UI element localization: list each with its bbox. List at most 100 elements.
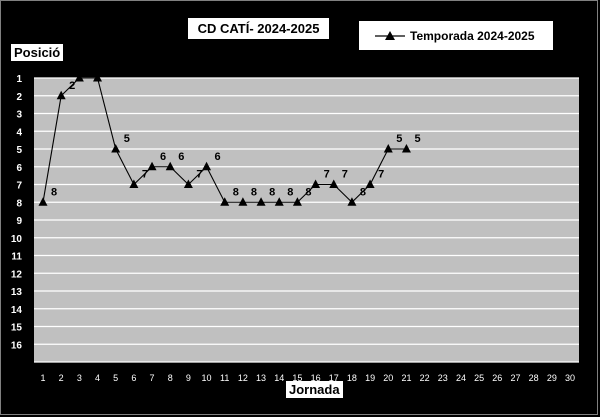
y-tick-label: 8	[16, 198, 22, 209]
data-label: 8	[305, 186, 311, 198]
y-tick-label: 16	[11, 340, 23, 351]
x-tick-label: 1	[40, 373, 45, 383]
data-point-marker	[74, 73, 84, 82]
x-tick-label: 24	[456, 373, 466, 383]
data-label: 8	[269, 186, 275, 198]
data-label: 6	[178, 151, 184, 163]
x-tick-label: 5	[113, 373, 118, 383]
y-tick-label: 6	[16, 163, 22, 174]
data-point-marker	[220, 197, 230, 206]
data-point-marker	[56, 90, 66, 100]
x-tick-label: 27	[510, 373, 520, 383]
data-point-marker	[147, 161, 157, 171]
data-point-marker	[292, 197, 302, 206]
legend-line-triangle-icon	[375, 30, 405, 40]
x-tick-label: 13	[256, 373, 266, 383]
data-point-marker	[383, 144, 393, 153]
data-point-marker	[165, 161, 175, 171]
chart-title: CD CATÍ- 2024-2025	[187, 17, 330, 40]
x-tick-label: 8	[168, 373, 173, 383]
data-label: 8	[51, 186, 57, 198]
x-tick-label: 26	[492, 373, 502, 383]
data-point-marker	[274, 197, 284, 206]
data-label: 8	[233, 186, 239, 198]
x-tick-label: 15	[292, 373, 302, 383]
data-label: 8	[360, 186, 366, 198]
x-tick-label: 6	[131, 373, 136, 383]
x-axis-label: Jornada	[286, 381, 343, 398]
x-tick-label: 9	[186, 373, 191, 383]
y-tick-label: 7	[16, 181, 22, 192]
legend-series-label: Temporada 2024-2025	[410, 28, 535, 43]
y-tick-label: 9	[16, 216, 22, 227]
data-label: 5	[124, 133, 130, 145]
data-point-marker	[93, 73, 103, 82]
data-point-marker	[111, 144, 121, 153]
y-tick-label: 11	[11, 252, 22, 263]
data-point-marker	[183, 179, 193, 188]
y-tick-label: 4	[16, 127, 22, 138]
data-label: 7	[196, 169, 202, 181]
data-label: 1	[106, 62, 112, 74]
data-label: 8	[287, 186, 293, 198]
legend: Temporada 2024-2025	[358, 20, 554, 51]
y-tick-label: 1	[16, 74, 22, 85]
x-tick-label: 16	[311, 373, 321, 383]
data-point-marker	[329, 179, 339, 188]
y-tick-label: 15	[11, 323, 23, 334]
data-point-marker	[365, 179, 375, 188]
data-label: 7	[324, 169, 330, 181]
data-point-marker	[129, 179, 139, 188]
x-tick-label: 18	[347, 373, 357, 383]
x-tick-label: 11	[220, 373, 229, 383]
x-tick-label: 12	[238, 373, 248, 383]
x-tick-label: 3	[77, 373, 82, 383]
x-tick-label: 28	[529, 373, 539, 383]
data-label: 2	[69, 80, 75, 92]
data-point-marker	[202, 161, 212, 171]
x-tick-label: 14	[274, 373, 284, 383]
data-label: 7	[378, 169, 384, 181]
x-tick-label: 29	[547, 373, 557, 383]
y-axis-label: Posició	[11, 44, 64, 61]
x-tick-label: 7	[150, 373, 155, 383]
data-label: 5	[414, 133, 420, 145]
y-tick-label: 2	[16, 92, 22, 103]
x-tick-label: 23	[438, 373, 448, 383]
y-tick-label: 3	[16, 110, 22, 121]
x-tick-label: 4	[95, 373, 100, 383]
x-tick-label: 20	[383, 373, 393, 383]
x-tick-label: 25	[474, 373, 484, 383]
data-point-marker	[347, 197, 357, 206]
x-tick-label: 30	[565, 373, 575, 383]
y-tick-label: 5	[16, 145, 22, 156]
x-tick-label: 2	[59, 373, 64, 383]
x-tick-label: 17	[329, 373, 339, 383]
gridlines	[34, 77, 579, 363]
x-tick-labels: 1 2 3 4 5 6 7 8 9 10 11 12 13 14 15 16 17 18 19 20 21 22 23 24 2…	[40, 373, 575, 383]
x-tick-label: 21	[401, 373, 411, 383]
data-point-marker	[38, 197, 48, 206]
data-label: 1	[87, 62, 93, 74]
data-label: 6	[215, 151, 221, 163]
y-tick-label: 13	[11, 287, 23, 298]
x-tick-label: 22	[420, 373, 430, 383]
x-tick-label: 10	[202, 373, 212, 383]
y-tick-label: 12	[11, 269, 23, 280]
data-point-marker	[256, 197, 266, 206]
y-tick-label: 10	[11, 234, 23, 245]
data-point-marker	[238, 197, 248, 206]
data-label: 7	[142, 169, 148, 181]
data-label: 6	[160, 151, 166, 163]
data-label: 8	[251, 186, 257, 198]
data-label: 5	[396, 133, 402, 145]
x-tick-label: 19	[365, 373, 375, 383]
data-point-marker	[311, 179, 321, 188]
y-tick-label: 14	[11, 305, 23, 316]
data-label: 7	[342, 169, 348, 181]
data-point-marker	[401, 144, 411, 153]
